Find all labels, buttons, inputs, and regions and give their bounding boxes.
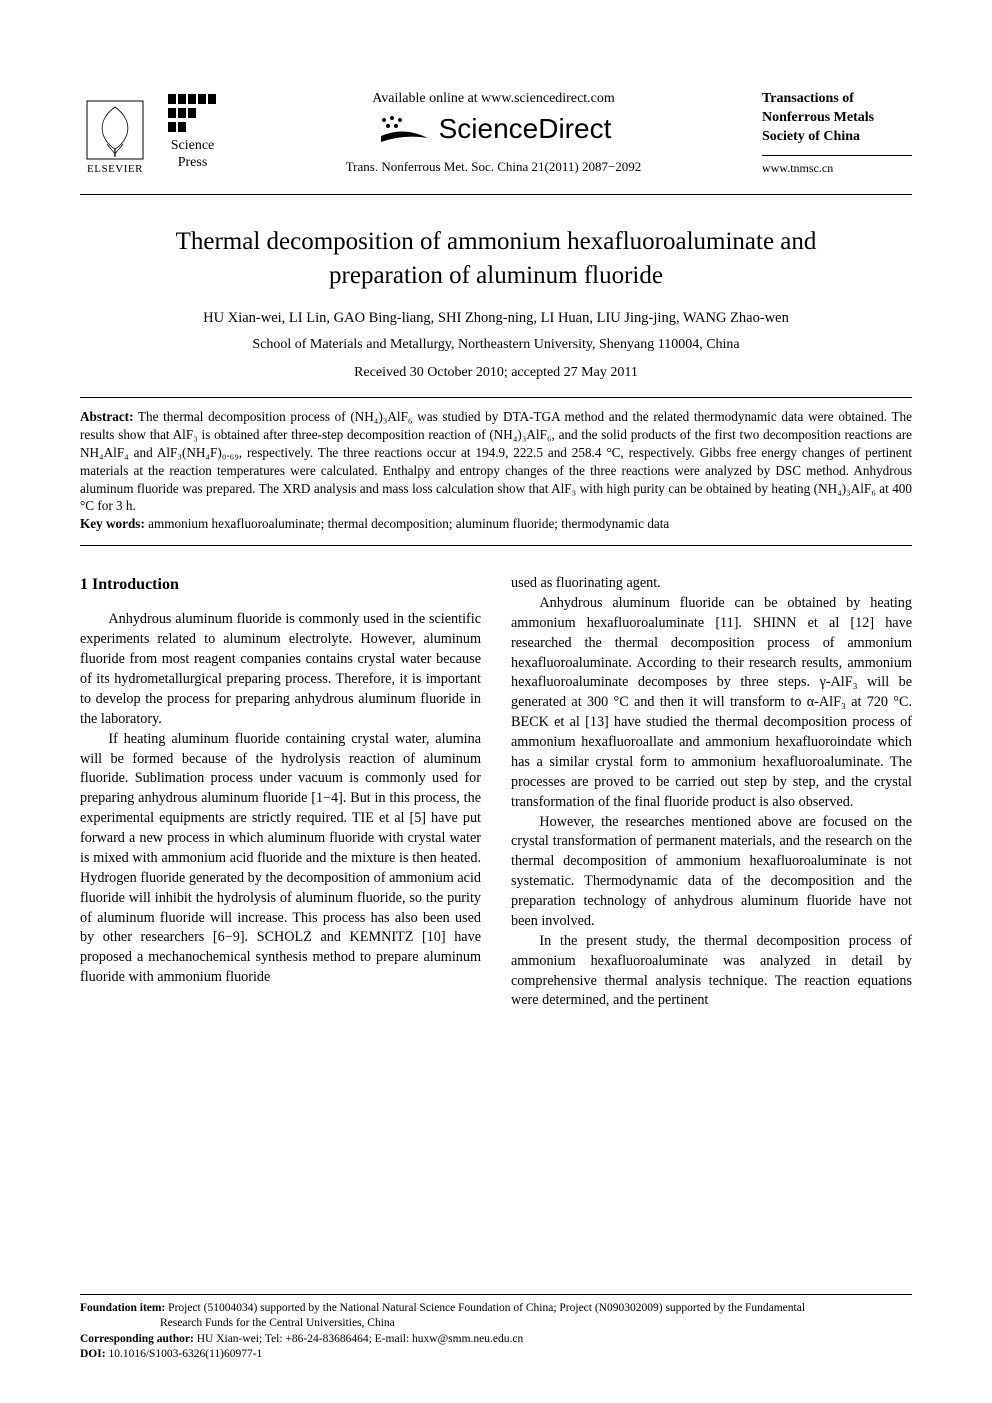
author-list: HU Xian-wei, LI Lin, GAO Bing-liang, SHI…: [80, 310, 912, 327]
sciencedirect-text: ScienceDirect: [439, 113, 612, 145]
sciencedirect-swoosh-icon: [376, 114, 431, 144]
journal-name-line1: Transactions of: [762, 90, 912, 109]
body-paragraph: Anhydrous aluminum fluoride can be obtai…: [511, 594, 912, 813]
doi-line: DOI: 10.1016/S1003-6326(11)60977-1: [80, 1347, 912, 1363]
left-column: 1 Introduction Anhydrous aluminum fluori…: [80, 574, 481, 1011]
journal-url: www.tnmsc.cn: [762, 155, 912, 176]
science-press-line2: Press: [178, 155, 208, 172]
science-press-line1: Science: [171, 138, 215, 155]
header-center: Available online at www.sciencedirect.co…: [225, 91, 762, 175]
corresponding-text: HU Xian-wei; Tel: +86-24-83686464; E-mai…: [194, 1333, 523, 1345]
section-heading-introduction: 1 Introduction: [80, 574, 481, 596]
keywords-text: ammonium hexafluoroaluminate; thermal de…: [145, 516, 669, 531]
doi-text: 10.1016/S1003-6326(11)60977-1: [106, 1348, 263, 1360]
keywords-label: Key words:: [80, 516, 145, 531]
title-line2: preparation of aluminum fluoride: [329, 262, 663, 289]
foundation-label: Foundation item:: [80, 1302, 165, 1314]
corresponding-label: Corresponding author:: [80, 1333, 194, 1345]
available-online-text: Available online at www.sciencedirect.co…: [235, 91, 752, 107]
abstract-label: Abstract:: [80, 409, 133, 424]
article-footer: Foundation item: Project (51004034) supp…: [80, 1294, 912, 1363]
journal-name-line3: Society of China: [762, 128, 912, 147]
foundation-line: Foundation item: Project (51004034) supp…: [80, 1301, 912, 1317]
received-accepted-dates: Received 30 October 2010; accepted 27 Ma…: [80, 365, 912, 381]
corresponding-author-line: Corresponding author: HU Xian-wei; Tel: …: [80, 1332, 912, 1348]
abstract-block: Abstract: The thermal decomposition proc…: [80, 397, 912, 546]
sciencedirect-brand: ScienceDirect: [235, 113, 752, 145]
elsevier-label: ELSEVIER: [87, 163, 143, 175]
body-paragraph: used as fluorinating agent.: [511, 574, 912, 594]
title-line1: Thermal decomposition of ammonium hexafl…: [176, 228, 817, 255]
elsevier-logo: ELSEVIER: [80, 90, 150, 175]
header-right: Transactions of Nonferrous Metals Societ…: [762, 90, 912, 176]
journal-name-line2: Nonferrous Metals: [762, 109, 912, 128]
affiliation: School of Materials and Metallurgy, Nort…: [80, 337, 912, 353]
citation-text: Trans. Nonferrous Met. Soc. China 21(201…: [235, 159, 752, 175]
article-title: Thermal decomposition of ammonium hexafl…: [80, 225, 912, 293]
science-press-logo: Science Press: [160, 90, 225, 175]
doi-label: DOI:: [80, 1348, 106, 1360]
body-paragraph: However, the researches mentioned above …: [511, 813, 912, 932]
body-columns: 1 Introduction Anhydrous aluminum fluori…: [80, 574, 912, 1011]
body-paragraph: In the present study, the thermal decomp…: [511, 932, 912, 1012]
abstract-text: The thermal decomposition process of (NH…: [80, 409, 912, 513]
elsevier-tree-icon: [85, 99, 145, 161]
keywords-line: Key words: ammonium hexafluoroaluminate;…: [80, 515, 912, 533]
body-paragraph: If heating aluminum fluoride containing …: [80, 730, 481, 988]
science-press-bars-icon: [168, 94, 218, 134]
foundation-text: Project (51004034) supported by the Nati…: [165, 1302, 805, 1314]
abstract-paragraph: Abstract: The thermal decomposition proc…: [80, 408, 912, 515]
right-column: used as fluorinating agent. Anhydrous al…: [511, 574, 912, 1011]
journal-header: ELSEVIER Science Press Available online …: [80, 90, 912, 195]
foundation-line2: Research Funds for the Central Universit…: [80, 1316, 912, 1332]
body-paragraph: Anhydrous aluminum fluoride is commonly …: [80, 610, 481, 729]
header-left-logos: ELSEVIER Science Press: [80, 90, 225, 175]
